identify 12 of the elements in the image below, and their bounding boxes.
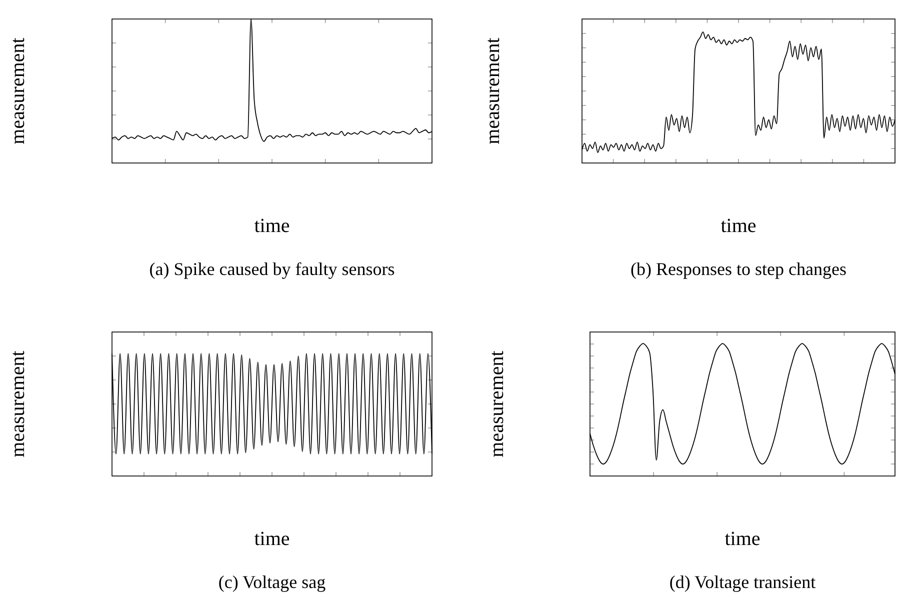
x-axis-title: time	[724, 528, 760, 550]
y-axis-title: measurement	[7, 37, 29, 144]
x-axis-title: time	[254, 528, 290, 550]
y-axis-title: measurement	[486, 350, 508, 458]
y-axis-title: measurement	[7, 350, 29, 458]
text: (d) Voltage transient	[669, 572, 816, 592]
text: (c) Voltage sag	[218, 572, 326, 592]
text: (b) Responses to step changes	[630, 259, 846, 279]
x-axis-title: time	[254, 215, 290, 237]
text: (a) Spike caused by faulty sensors	[149, 259, 395, 279]
y-axis-title: measurement	[482, 37, 504, 144]
x-axis-title: time	[720, 215, 756, 237]
